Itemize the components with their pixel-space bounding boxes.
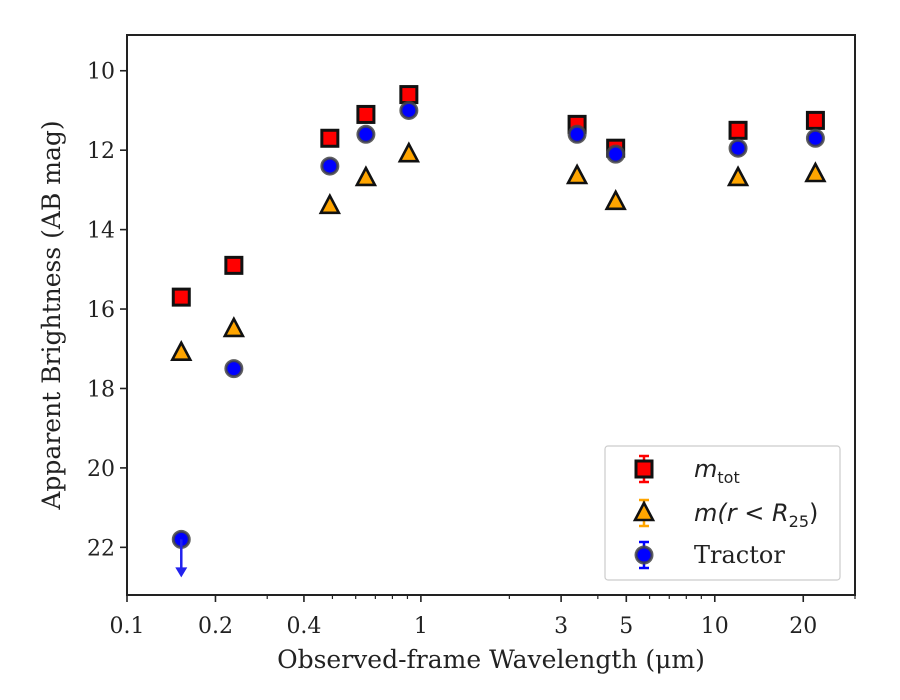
- legend-item: mtot: [634, 454, 740, 487]
- legend-item: Tractor: [634, 540, 785, 570]
- data-point: [397, 141, 421, 163]
- data-point: [728, 120, 748, 140]
- data-point: [356, 104, 376, 124]
- legend-label-main: m(r < R: [694, 499, 789, 527]
- data-point: [805, 110, 825, 130]
- y-axis-title: Apparent Brightness (AB mag): [37, 120, 66, 510]
- data-point: [399, 85, 419, 105]
- data-point: [565, 163, 589, 185]
- legend-label-sub: 25: [789, 512, 809, 531]
- y-tick-label: 20: [87, 457, 115, 482]
- legend-label: m(r < R25): [694, 499, 818, 531]
- data-point: [320, 128, 340, 148]
- x-tick-label: 20: [789, 614, 817, 639]
- legend-box: [604, 445, 841, 581]
- series-triangle: [170, 141, 827, 362]
- series-square: [171, 85, 825, 307]
- plot-frame: [126, 34, 856, 596]
- arrow-head: [175, 567, 188, 578]
- data-point: [399, 100, 419, 120]
- y-tick-label: 16: [87, 298, 115, 323]
- x-tick-label: 1: [414, 614, 428, 639]
- data-point: [171, 287, 191, 307]
- legend-item: m(r < R25): [632, 498, 818, 531]
- data-point: [222, 316, 246, 338]
- legend-marker: [634, 545, 654, 565]
- x-axis-title: Observed-frame Wavelength (μm): [277, 645, 705, 674]
- y-tick-label: 22: [87, 536, 115, 561]
- legend: mtot m(r < R25) Tractor: [604, 445, 841, 581]
- legend-label-main: m: [694, 455, 717, 483]
- data-point: [804, 161, 827, 183]
- data-point: [318, 193, 342, 215]
- y-tick-label: 14: [87, 219, 115, 244]
- legend-label: Tractor: [694, 541, 785, 569]
- data-point: [320, 156, 340, 176]
- y-tick-label: 10: [87, 60, 115, 85]
- data-point: [567, 124, 587, 144]
- series-circle: [171, 100, 825, 578]
- y-tick-label: 18: [87, 377, 115, 402]
- legend-label: mtot: [694, 455, 740, 487]
- x-tick-label: 0.4: [286, 614, 321, 639]
- legend-label-sub: tot: [717, 468, 739, 487]
- data-point: [356, 124, 376, 144]
- data-point: [224, 359, 244, 379]
- data-point: [170, 339, 193, 362]
- legend-label-main: Tractor: [694, 541, 785, 569]
- y-tick-label: 12: [87, 139, 115, 164]
- data-point: [354, 165, 378, 187]
- legend-marker: [634, 459, 654, 479]
- x-tick-label: 5: [619, 614, 633, 639]
- data-point: [606, 144, 626, 164]
- legend-marker: [632, 500, 656, 522]
- data-point: [805, 128, 825, 148]
- data-point: [224, 255, 244, 275]
- x-tick-label: 0.1: [110, 614, 145, 639]
- plot-axes: 0.1 0.2 0.4 1 3 5 10 20 10 12 14 16 18 20 22: [87, 60, 856, 639]
- data-point: [726, 165, 750, 187]
- x-tick-label: 0.2: [198, 614, 233, 639]
- data-point: [728, 138, 748, 158]
- x-tick-label: 10: [701, 614, 729, 639]
- data-point: [604, 189, 627, 211]
- plot-points: [170, 85, 827, 578]
- legend-label-tail: ): [809, 499, 818, 527]
- x-tick-label: 3: [554, 614, 568, 639]
- upper-limit-arrow: [175, 539, 188, 578]
